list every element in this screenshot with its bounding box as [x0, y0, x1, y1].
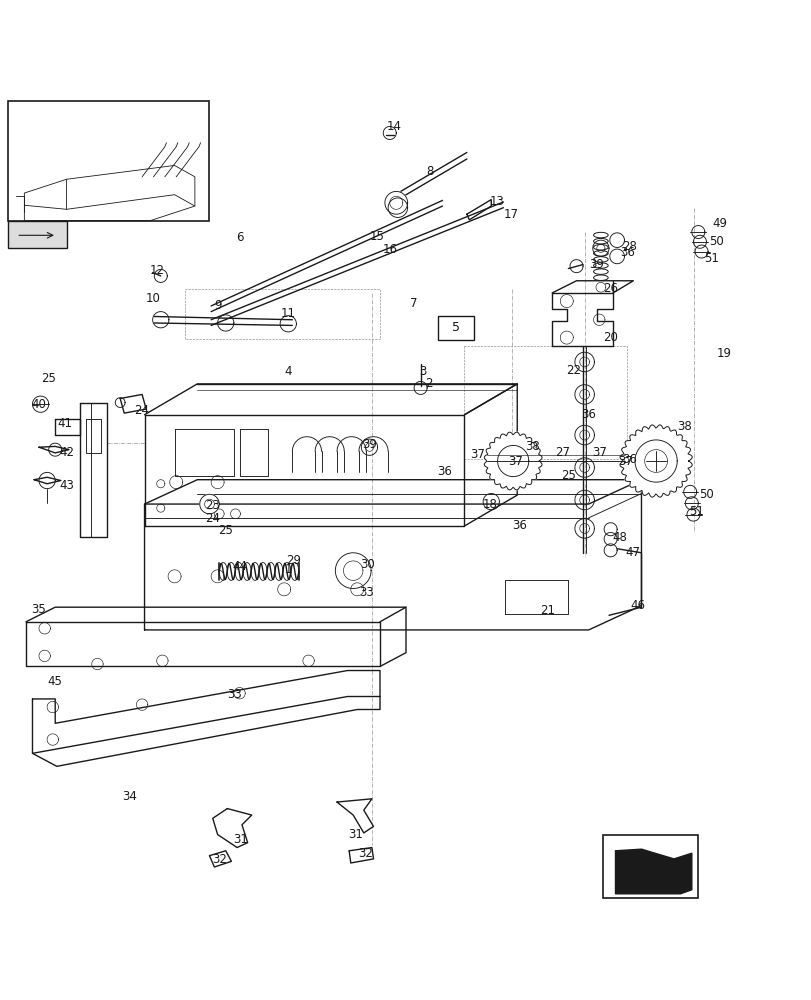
Text: 8: 8 — [426, 165, 434, 178]
Text: 30: 30 — [360, 558, 375, 571]
FancyBboxPatch shape — [438, 316, 474, 340]
Polygon shape — [619, 425, 691, 497]
Text: 38: 38 — [525, 440, 539, 453]
Text: 6: 6 — [235, 231, 243, 244]
Text: 38: 38 — [676, 420, 691, 433]
Text: 14: 14 — [386, 120, 401, 133]
Text: 51: 51 — [689, 505, 703, 518]
Text: 25: 25 — [560, 469, 575, 482]
Text: 36: 36 — [512, 519, 526, 532]
Text: 21: 21 — [540, 604, 555, 617]
Text: 49: 49 — [712, 217, 727, 230]
Text: 10: 10 — [145, 292, 160, 305]
Text: 47: 47 — [625, 546, 640, 559]
Text: 31: 31 — [348, 828, 363, 841]
Text: 43: 43 — [59, 479, 74, 492]
Text: 37: 37 — [470, 448, 484, 461]
Text: 2: 2 — [424, 377, 432, 390]
Polygon shape — [483, 432, 542, 490]
Text: 25: 25 — [218, 524, 233, 537]
Text: 5: 5 — [452, 321, 460, 334]
Text: 15: 15 — [369, 230, 384, 243]
Text: 41: 41 — [58, 417, 72, 430]
Text: 32: 32 — [212, 853, 226, 866]
Text: 50: 50 — [698, 488, 713, 501]
Text: 39: 39 — [589, 258, 603, 271]
Text: 26: 26 — [603, 282, 617, 295]
Text: 46: 46 — [629, 599, 644, 612]
Text: 51: 51 — [703, 252, 718, 265]
Text: 33: 33 — [359, 586, 374, 599]
Text: 19: 19 — [716, 347, 731, 360]
Text: 1: 1 — [284, 563, 292, 576]
Text: 4: 4 — [284, 365, 292, 378]
Polygon shape — [384, 191, 407, 214]
Text: 35: 35 — [31, 603, 45, 616]
Text: 9: 9 — [213, 299, 221, 312]
Text: 23: 23 — [205, 499, 220, 512]
Bar — [8, 101, 209, 221]
Polygon shape — [615, 849, 691, 894]
Text: 37: 37 — [591, 446, 606, 459]
Text: 24: 24 — [135, 404, 149, 417]
Text: 27: 27 — [555, 446, 569, 459]
Text: 44: 44 — [232, 560, 247, 573]
Text: 36: 36 — [621, 453, 636, 466]
Text: 11: 11 — [281, 307, 295, 320]
Text: 22: 22 — [565, 364, 580, 377]
Text: 25: 25 — [41, 372, 56, 385]
Bar — [602, 835, 697, 898]
Text: 37: 37 — [508, 455, 522, 468]
Text: 17: 17 — [504, 208, 518, 221]
Text: 13: 13 — [489, 195, 504, 208]
Text: 7: 7 — [410, 297, 418, 310]
Text: 40: 40 — [32, 398, 46, 411]
Text: 36: 36 — [581, 408, 595, 421]
Text: 37: 37 — [617, 455, 632, 468]
Text: 29: 29 — [286, 554, 301, 567]
Polygon shape — [388, 198, 407, 217]
Text: 20: 20 — [603, 331, 617, 344]
Text: 50: 50 — [708, 235, 723, 248]
Text: 39: 39 — [362, 438, 376, 451]
Text: 36: 36 — [437, 465, 452, 478]
Text: 16: 16 — [382, 243, 397, 256]
Text: 48: 48 — [611, 531, 626, 544]
Bar — [8, 221, 67, 248]
Text: 24: 24 — [205, 512, 220, 525]
Text: 28: 28 — [621, 240, 636, 253]
Polygon shape — [200, 494, 219, 514]
Text: 45: 45 — [48, 675, 62, 688]
Text: 3: 3 — [418, 365, 427, 378]
Text: 34: 34 — [122, 790, 137, 803]
Text: 33: 33 — [227, 688, 242, 701]
Text: 42: 42 — [59, 446, 74, 459]
Text: 18: 18 — [482, 498, 496, 511]
Text: 31: 31 — [233, 833, 247, 846]
Text: 32: 32 — [358, 847, 372, 860]
Text: 36: 36 — [620, 246, 634, 259]
Text: 12: 12 — [149, 264, 164, 277]
